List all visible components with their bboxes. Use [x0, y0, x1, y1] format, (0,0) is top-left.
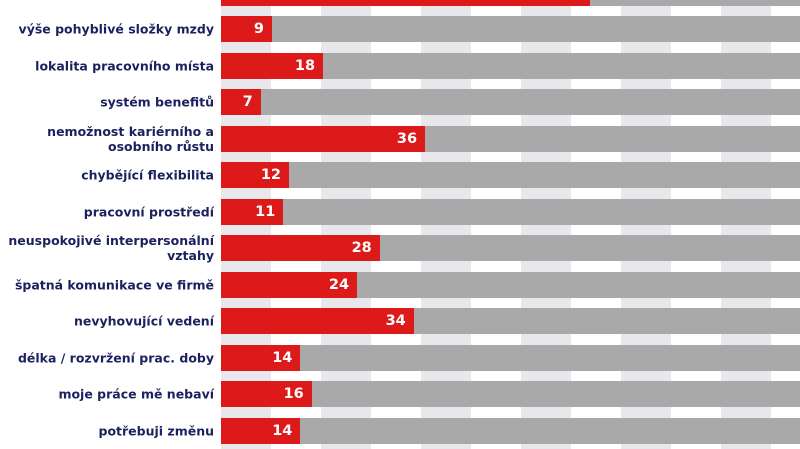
- category-label: neuspokojivé interpersonální vztahy: [8, 233, 214, 263]
- category-label: chybějící flexibilita: [81, 167, 214, 183]
- data-label: 24: [328, 276, 350, 293]
- data-label: 34: [385, 313, 406, 329]
- bar-partial: [221, 0, 590, 6]
- data-label: 14: [272, 422, 293, 439]
- data-label: 9: [253, 21, 265, 37]
- bar: 18: [221, 52, 324, 79]
- bar: 14: [221, 344, 301, 371]
- data-label: 18: [294, 57, 316, 74]
- bar-track: [221, 162, 800, 188]
- bar-track: [221, 198, 800, 225]
- category-label: systém benefitů: [100, 94, 214, 110]
- category-label: délka / rozvržení prac. doby: [17, 350, 214, 365]
- category-label: lokalita pracovního místa: [35, 58, 214, 73]
- bar: 34: [221, 308, 414, 334]
- category-label: výše pohyblivé složky mzdy: [18, 21, 214, 37]
- bar-track: [221, 16, 800, 42]
- bar-track: [221, 89, 800, 115]
- data-label: 11: [255, 203, 276, 220]
- data-label: 14: [272, 349, 293, 366]
- category-label: moje práce mě nebaví: [58, 386, 214, 402]
- bar-track: [221, 381, 800, 407]
- bar-track: [221, 417, 800, 444]
- category-label: nemožnost kariérního a osobního růstu: [47, 123, 214, 154]
- bar: 28: [221, 235, 380, 261]
- bar-track: [221, 344, 800, 371]
- bar: 12: [221, 162, 290, 188]
- category-label: pracovní prostředí: [83, 204, 214, 219]
- category-label: potřebuji změnu: [98, 423, 215, 438]
- category-label: nevyhovující vedení: [73, 313, 214, 329]
- bar: 9: [221, 16, 273, 42]
- data-label: 16: [283, 386, 304, 402]
- bar: 14: [221, 417, 301, 444]
- data-label: 12: [260, 167, 282, 183]
- bar: 36: [221, 125, 426, 152]
- data-label: 7: [242, 94, 253, 110]
- data-label: 28: [351, 240, 372, 256]
- bar: 11: [221, 198, 284, 225]
- bar: 7: [221, 89, 261, 115]
- category-label: špatná komunikace ve firmě: [14, 277, 214, 292]
- bar: 16: [221, 381, 312, 407]
- bar: 24: [221, 271, 358, 298]
- data-label: 36: [396, 130, 418, 147]
